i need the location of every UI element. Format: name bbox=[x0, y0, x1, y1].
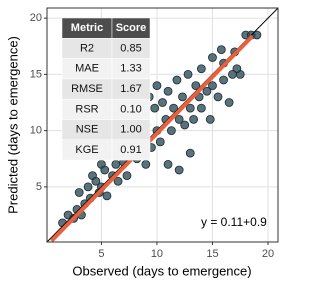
point bbox=[113, 176, 123, 186]
point bbox=[213, 92, 223, 102]
table-cell-text: MAE bbox=[75, 63, 99, 75]
table-cell-text: 0.10 bbox=[120, 103, 141, 115]
point bbox=[185, 148, 195, 158]
point bbox=[228, 69, 237, 79]
point bbox=[141, 159, 151, 169]
point bbox=[183, 69, 193, 79]
x-tick-label: 20 bbox=[262, 248, 274, 260]
table-cell-text: 0.91 bbox=[120, 144, 141, 156]
point bbox=[155, 137, 165, 147]
x-tick-label: 5 bbox=[98, 248, 104, 260]
point bbox=[196, 64, 206, 74]
point bbox=[196, 103, 206, 113]
table-cell-text: 1.33 bbox=[120, 63, 141, 75]
point bbox=[83, 182, 93, 192]
point bbox=[74, 188, 84, 197]
point bbox=[174, 114, 184, 124]
chart: Metric Score R2 0.85 MAE 1.33 RMSE 1.67 RSR 0.10 N… bbox=[5, 7, 279, 278]
equation: y = 0.11+0.9 bbox=[201, 215, 267, 229]
point bbox=[163, 86, 173, 96]
point bbox=[191, 81, 201, 91]
y-axis-title: Predicted (days to emergence) bbox=[5, 36, 20, 214]
y-tick-label: 5 bbox=[36, 181, 42, 193]
point bbox=[180, 120, 190, 130]
point bbox=[102, 191, 112, 201]
table-cell-text: RSR bbox=[75, 103, 98, 115]
x-axis-title: Observed (days to emergence) bbox=[72, 263, 251, 278]
point bbox=[100, 165, 110, 175]
point bbox=[178, 92, 187, 102]
table-cell-text: 0.85 bbox=[120, 42, 141, 54]
y-tick-label: 20 bbox=[30, 12, 42, 24]
table-cell-text: NSE bbox=[76, 124, 99, 136]
point bbox=[91, 176, 101, 186]
point bbox=[189, 114, 198, 124]
point bbox=[150, 103, 160, 113]
point bbox=[166, 126, 176, 136]
point bbox=[202, 86, 212, 96]
panel-border bbox=[46, 7, 279, 243]
point bbox=[163, 159, 173, 169]
point bbox=[152, 81, 162, 91]
table-header: Metric bbox=[71, 22, 103, 34]
point bbox=[122, 171, 132, 181]
point bbox=[208, 81, 217, 91]
fit-line bbox=[50, 34, 254, 242]
table-cell-text: KGE bbox=[75, 144, 98, 156]
table-cell-text: 1.67 bbox=[120, 83, 141, 95]
point bbox=[224, 98, 234, 107]
point bbox=[158, 98, 167, 107]
point bbox=[185, 103, 195, 113]
point bbox=[172, 75, 182, 85]
point bbox=[216, 45, 226, 55]
point bbox=[205, 114, 215, 124]
x-tick-label: 10 bbox=[151, 248, 163, 260]
point bbox=[219, 75, 228, 85]
table-cell bbox=[111, 139, 151, 161]
table-cell-text: 1.00 bbox=[120, 124, 141, 136]
x-tick-label: 15 bbox=[206, 248, 218, 260]
point bbox=[169, 103, 179, 113]
table-cell-text: R2 bbox=[80, 42, 94, 54]
point bbox=[174, 165, 184, 175]
point bbox=[111, 159, 121, 169]
point bbox=[252, 30, 262, 40]
y-tick-label: 10 bbox=[30, 125, 42, 137]
table-cell-text: RMSE bbox=[71, 83, 103, 95]
point bbox=[208, 53, 217, 62]
y-tick-label: 15 bbox=[30, 68, 42, 80]
table-header: Score bbox=[116, 22, 147, 34]
